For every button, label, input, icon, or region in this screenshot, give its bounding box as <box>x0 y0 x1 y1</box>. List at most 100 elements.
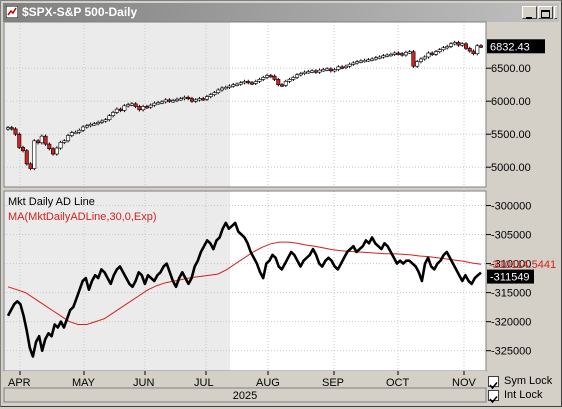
candle-body <box>452 42 457 45</box>
candle-body <box>231 84 236 87</box>
candle-body <box>388 54 393 57</box>
candle-body <box>122 105 127 111</box>
month-label: JUL <box>194 377 214 389</box>
candle-body <box>137 106 142 111</box>
candle-body <box>174 98 179 102</box>
candle-body <box>478 45 483 48</box>
candle-body <box>133 103 138 107</box>
candle-body <box>280 84 285 87</box>
candle-body <box>141 106 146 111</box>
candle-body <box>272 75 277 80</box>
candle-body <box>216 89 221 93</box>
candle-body <box>295 74 300 78</box>
candle-body <box>343 65 348 69</box>
candle-body <box>103 119 108 122</box>
candle-body <box>238 82 243 85</box>
candle-body <box>111 112 116 117</box>
minimize-button[interactable] <box>522 6 537 19</box>
candle-body <box>32 140 37 169</box>
candle-body <box>463 43 468 49</box>
price-candles <box>6 40 483 171</box>
candle-body <box>114 108 119 113</box>
candle-body <box>445 46 450 49</box>
candle-body <box>276 79 281 85</box>
candle-body <box>234 83 239 86</box>
month-label: SEP <box>322 377 344 389</box>
candle-body <box>355 61 360 64</box>
sym-lock-checkbox[interactable] <box>488 376 499 390</box>
candle-body <box>186 96 191 100</box>
month-label: OCT <box>386 377 410 389</box>
ad-tick-label: -320000 <box>491 317 531 329</box>
title-bar[interactable]: $SPX-S&P 500-Daily <box>3 3 559 22</box>
candle-body <box>325 68 330 71</box>
ad-lines <box>6 221 482 358</box>
candle-body <box>51 148 56 155</box>
candle-body <box>43 135 48 145</box>
last-price-label: 6832.43 <box>490 41 530 53</box>
close-button-edge[interactable] <box>554 6 557 19</box>
candle-body <box>129 103 134 106</box>
candle-body <box>99 120 104 123</box>
candle-body <box>212 92 217 95</box>
ad-pane-shade <box>4 191 230 371</box>
candle-body <box>36 140 41 144</box>
ma-last-label: -310114.5441 <box>489 259 556 271</box>
price-pane-shade <box>4 22 230 187</box>
sym-lock-label: Sym Lock <box>504 375 553 387</box>
candle-body <box>107 115 112 120</box>
candle-body <box>77 129 82 133</box>
candle-body <box>13 128 18 135</box>
candle-body <box>302 71 307 74</box>
candle-body <box>28 163 33 169</box>
candle-body <box>84 125 89 128</box>
price-tick-label: 6500.00 <box>491 63 531 75</box>
int-lock-checkbox[interactable] <box>488 390 499 404</box>
candle-body <box>58 142 63 149</box>
candle-body <box>163 99 168 103</box>
candle-body <box>54 147 59 155</box>
last-price-box <box>487 39 545 54</box>
price-tick-label: 6000.00 <box>491 96 531 108</box>
candle-body <box>456 42 461 46</box>
year-label: 2025 <box>233 390 257 402</box>
candle-body <box>400 53 405 56</box>
candle-body <box>81 126 86 131</box>
window-title: $SPX-S&P 500-Daily <box>22 5 138 19</box>
ad-tick-label: -325000 <box>491 346 531 358</box>
candle-body <box>310 70 315 73</box>
candle-body <box>219 87 224 91</box>
candle-body <box>283 81 288 86</box>
candle-body <box>411 51 416 67</box>
year-bar <box>3 387 487 403</box>
candle-body <box>448 43 453 47</box>
candle-body <box>182 96 187 100</box>
candle-body <box>396 52 401 55</box>
candle-body <box>317 69 322 73</box>
candle-body <box>306 71 311 74</box>
candle-body <box>377 56 382 59</box>
candle-body <box>430 52 435 55</box>
candle-body <box>253 81 258 84</box>
candle-body <box>460 43 465 46</box>
candle-body <box>362 59 367 63</box>
month-label: MAY <box>72 377 96 389</box>
candle-body <box>39 135 44 144</box>
candle-body <box>418 58 423 62</box>
ad-axis: -300000 -305000 -310000 -315000 -320000 -3250… <box>486 201 556 358</box>
candle-body <box>433 51 438 55</box>
candle-body <box>62 140 67 143</box>
candle-body <box>340 66 345 69</box>
candle-body <box>321 69 326 72</box>
month-label: APR <box>8 377 31 389</box>
price-grid <box>4 22 486 187</box>
ad-tick-label: -300000 <box>491 201 531 213</box>
maximize-icon <box>541 10 550 18</box>
candle-body <box>159 101 164 104</box>
candle-body <box>201 98 206 101</box>
minimize-icon <box>526 17 532 19</box>
maximize-button[interactable] <box>538 6 553 19</box>
candle-body <box>156 102 161 105</box>
candle-body <box>47 143 52 150</box>
candle-body <box>9 127 14 130</box>
